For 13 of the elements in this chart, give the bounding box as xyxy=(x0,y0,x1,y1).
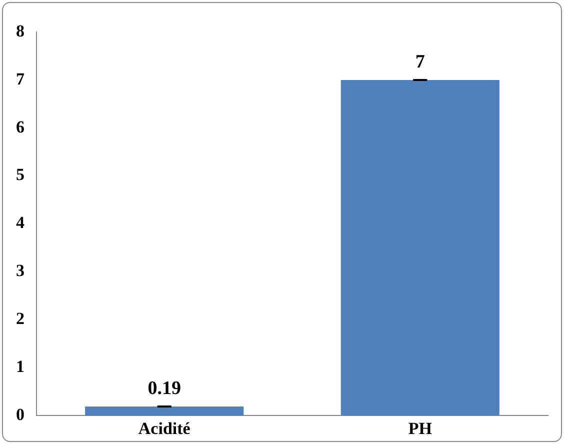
y-tick-label: 7 xyxy=(16,69,25,88)
y-tick-label: 3 xyxy=(16,261,24,280)
x-tick-label: PH xyxy=(408,419,432,438)
y-tick-label: 6 xyxy=(16,117,24,136)
data-label: 7 xyxy=(415,51,426,72)
y-tick-label: 2 xyxy=(16,309,24,328)
y-tick-label: 0 xyxy=(16,404,24,424)
y-tick-label: 4 xyxy=(16,213,25,232)
x-tick-label: Acidité xyxy=(138,419,191,438)
y-tick-label: 8 xyxy=(16,21,24,40)
data-label: 0.19 xyxy=(148,378,181,399)
y-tick-label: 5 xyxy=(16,165,24,184)
y-tick-label: 1 xyxy=(16,357,24,376)
